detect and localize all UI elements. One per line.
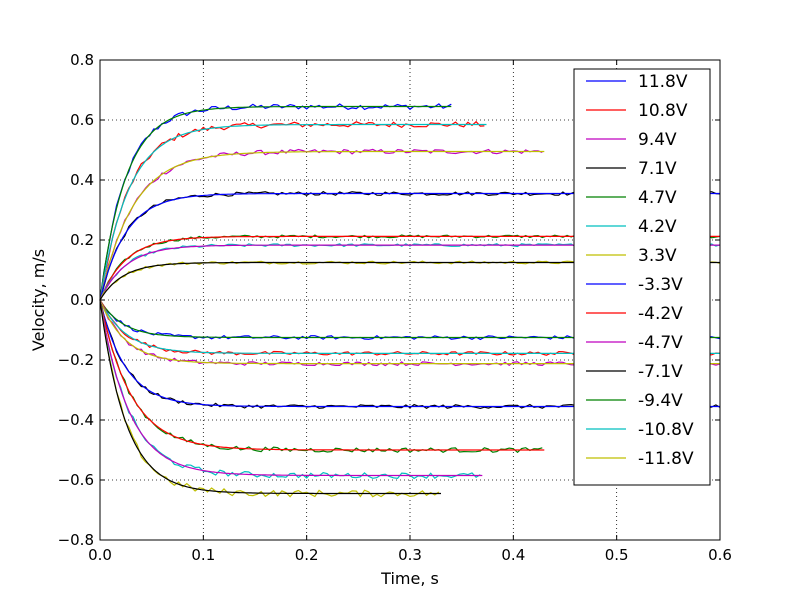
tick-layer: 0.0 0.1 0.2 0.3 0.4 0.5 0.6 −0.8 −0.6 −0.4 −0.2 0.0… — [58, 51, 732, 564]
fit-line-11.8V — [99, 105, 452, 301]
legend-label--4.2V: -4.2V — [638, 304, 683, 324]
fit-line-9.4V — [99, 150, 545, 301]
x-tick-label: 0.0 — [88, 546, 112, 564]
x-tick-label: 0.6 — [708, 546, 732, 564]
legend-box — [573, 68, 711, 486]
y-tick-label: 0.6 — [70, 111, 94, 129]
legend-label-4.2V: 4.2V — [638, 217, 677, 237]
y-tick-label: 0.0 — [70, 291, 94, 309]
fit-line--10.8V — [99, 299, 483, 477]
legend-label-9.4V: 9.4V — [638, 130, 677, 150]
x-tick-label: 0.5 — [605, 546, 629, 564]
fit-line--11.8V — [99, 299, 441, 495]
x-tick-label: 0.1 — [191, 546, 215, 564]
y-tick-label: −0.6 — [58, 471, 94, 489]
legend-label-11.8V: 11.8V — [638, 72, 688, 92]
legend-label-3.3V: 3.3V — [638, 246, 677, 266]
series-line-10.8V — [99, 120, 485, 301]
x-tick-label: 0.2 — [295, 546, 319, 564]
legend-label-4.7V: 4.7V — [638, 188, 677, 208]
series-layer — [99, 103, 721, 498]
legend-label--9.4V: -9.4V — [638, 391, 683, 411]
y-tick-label: 0.2 — [70, 231, 94, 249]
y-tick-label: −0.8 — [58, 531, 94, 549]
y-tick-label: 0.4 — [70, 171, 94, 189]
fit-line-10.8V — [99, 123, 487, 301]
legend-label--4.7V: -4.7V — [638, 333, 683, 353]
legend-label--10.8V: -10.8V — [638, 420, 694, 440]
legend-label--7.1V: -7.1V — [638, 362, 683, 382]
y-tick-label: −0.2 — [58, 351, 94, 369]
legend-label--3.3V: -3.3V — [638, 275, 683, 295]
legend-label-10.8V: 10.8V — [638, 101, 688, 121]
y-axis-label: Velocity, m/s — [29, 249, 48, 351]
x-tick-label: 0.4 — [501, 546, 525, 564]
legend: 11.8V 10.8V 9.4V 7.1V 4.7V 4.2V 3.3V -3.3V -4.2V… — [573, 68, 711, 486]
legend-label--11.8V: -11.8V — [638, 449, 694, 469]
x-tick-label: 0.3 — [398, 546, 422, 564]
x-axis-label: Time, s — [380, 569, 439, 588]
legend-label-7.1V: 7.1V — [638, 159, 677, 179]
y-tick-label: 0.8 — [70, 51, 94, 69]
series-line--10.8V — [99, 299, 481, 480]
fit-line--9.4V — [99, 299, 545, 451]
series-line--9.4V — [99, 299, 543, 454]
y-tick-label: −0.4 — [58, 411, 94, 429]
